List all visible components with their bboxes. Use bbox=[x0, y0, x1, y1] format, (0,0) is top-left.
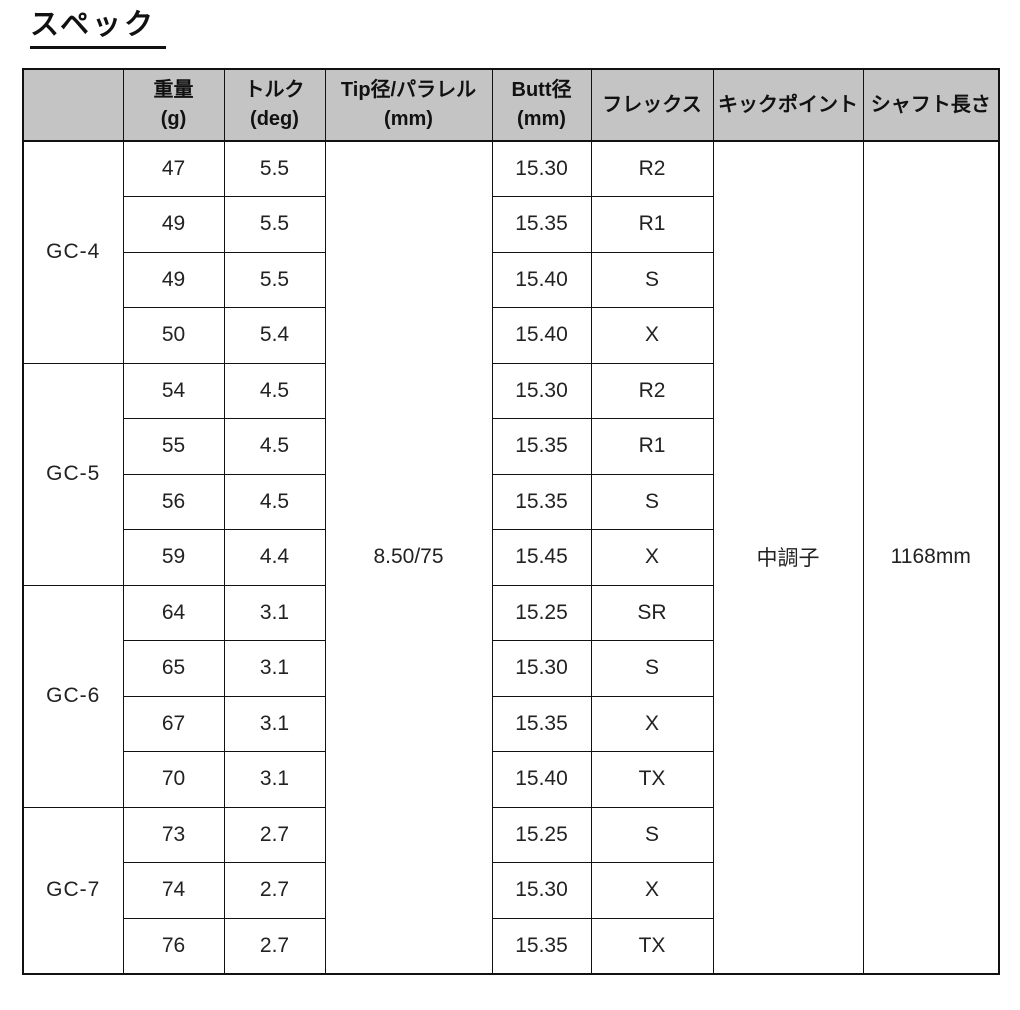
cell-weight: 49 bbox=[122, 196, 225, 253]
spec-table: 重量 (g) トルク (deg) Tip径/パラレル (mm) Butt径 (m… bbox=[22, 68, 1000, 975]
cell-flex: S bbox=[590, 251, 714, 308]
header-weight: 重量 (g) bbox=[122, 68, 225, 142]
table-header-row: 重量 (g) トルク (deg) Tip径/パラレル (mm) Butt径 (m… bbox=[22, 68, 1000, 142]
cell-torque: 2.7 bbox=[223, 862, 326, 919]
header-torque: トルク (deg) bbox=[223, 68, 326, 142]
table-row: 55 4.5 15.35 R1 bbox=[23, 418, 999, 475]
cell-flex: TX bbox=[590, 751, 714, 808]
cell-flex: X bbox=[590, 529, 714, 586]
cell-weight: 55 bbox=[122, 418, 225, 475]
cell-weight: 59 bbox=[122, 529, 225, 586]
table-row: 70 3.1 15.40 TX bbox=[23, 751, 999, 808]
cell-flex: S bbox=[590, 640, 714, 697]
cell-torque: 3.1 bbox=[223, 695, 326, 752]
cell-flex: R1 bbox=[590, 196, 714, 253]
cell-butt: 15.35 bbox=[491, 473, 592, 530]
cell-butt: 15.40 bbox=[491, 251, 592, 308]
header-flex: フレックス bbox=[590, 68, 714, 142]
cell-torque: 3.1 bbox=[223, 584, 326, 641]
cell-weight: 65 bbox=[122, 640, 225, 697]
cell-butt: 15.30 bbox=[491, 362, 592, 419]
cell-butt: 15.35 bbox=[491, 418, 592, 475]
cell-flex: R2 bbox=[590, 362, 714, 419]
cell-butt: 15.30 bbox=[491, 862, 592, 919]
cell-butt: 15.35 bbox=[491, 695, 592, 752]
cell-butt: 15.30 bbox=[491, 640, 592, 697]
cell-weight: 70 bbox=[122, 751, 225, 808]
cell-weight: 56 bbox=[122, 473, 225, 530]
merged-shaft-length-cell: 1168mm bbox=[862, 140, 1000, 974]
table-row: 59 4.4 15.45 X bbox=[23, 529, 999, 586]
cell-butt: 15.25 bbox=[491, 806, 592, 863]
header-shaft-length: シャフト長さ bbox=[862, 68, 1000, 142]
cell-torque: 2.7 bbox=[223, 917, 326, 974]
cell-weight: 74 bbox=[122, 862, 225, 919]
cell-flex: S bbox=[590, 473, 714, 530]
cell-weight: 73 bbox=[122, 806, 225, 863]
table-row: 50 5.4 15.40 X bbox=[23, 307, 999, 364]
cell-flex: X bbox=[590, 307, 714, 364]
table-row: GC-5 54 4.5 15.30 R2 bbox=[22, 362, 999, 586]
cell-butt: 15.35 bbox=[491, 917, 592, 974]
table-row: 76 2.7 15.35 TX bbox=[23, 917, 999, 974]
cell-butt: 15.45 bbox=[491, 529, 592, 586]
cell-torque: 3.1 bbox=[223, 640, 326, 697]
group-label-gc7: GC-7 bbox=[22, 806, 124, 974]
group-label-gc5: GC-5 bbox=[22, 362, 124, 586]
cell-weight: 64 bbox=[122, 584, 225, 641]
cell-flex: R1 bbox=[590, 418, 714, 475]
merged-tip-diameter-cell: 8.50/75 bbox=[324, 140, 493, 974]
table-row: 49 5.5 15.40 S bbox=[23, 251, 999, 308]
table-row: GC-4 47 5.5 8.50/75 15.30 R2 中調子 1168mm bbox=[22, 140, 1000, 974]
cell-torque: 2.7 bbox=[223, 806, 326, 863]
cell-weight: 67 bbox=[122, 695, 225, 752]
cell-weight: 50 bbox=[122, 307, 225, 364]
cell-butt: 15.40 bbox=[491, 307, 592, 364]
cell-torque: 4.5 bbox=[223, 473, 326, 530]
cell-flex: TX bbox=[590, 917, 714, 974]
cell-flex: S bbox=[590, 806, 714, 863]
cell-butt: 15.25 bbox=[491, 584, 592, 641]
cell-torque: 5.4 bbox=[223, 307, 326, 364]
table-row: 74 2.7 15.30 X bbox=[23, 862, 999, 919]
table-row: GC-7 73 2.7 15.25 S bbox=[22, 806, 999, 974]
cell-flex: SR bbox=[590, 584, 714, 641]
cell-flex: R2 bbox=[590, 140, 714, 197]
cell-butt: 15.30 bbox=[491, 140, 592, 197]
merged-kick-point-cell: 中調子 bbox=[712, 140, 864, 974]
cell-weight: 49 bbox=[122, 251, 225, 308]
header-empty bbox=[22, 68, 124, 142]
cell-flex: X bbox=[590, 695, 714, 752]
cell-torque: 5.5 bbox=[223, 140, 326, 197]
cell-weight: 47 bbox=[122, 140, 225, 197]
cell-torque: 4.5 bbox=[223, 418, 326, 475]
cell-torque: 5.5 bbox=[223, 196, 326, 253]
header-butt-diameter: Butt径 (mm) bbox=[491, 68, 592, 142]
group-label-gc6: GC-6 bbox=[22, 584, 124, 808]
table-row: 49 5.5 15.35 R1 bbox=[23, 196, 999, 253]
cell-butt: 15.40 bbox=[491, 751, 592, 808]
table-row: 56 4.5 15.35 S bbox=[23, 473, 999, 530]
cell-flex: X bbox=[590, 862, 714, 919]
table-row: GC-6 64 3.1 15.25 SR bbox=[22, 584, 999, 808]
page-title: スペック bbox=[30, 8, 166, 49]
cell-weight: 76 bbox=[122, 917, 225, 974]
cell-torque: 3.1 bbox=[223, 751, 326, 808]
cell-torque: 4.5 bbox=[223, 362, 326, 419]
cell-torque: 5.5 bbox=[223, 251, 326, 308]
group-label-gc4: GC-4 bbox=[22, 140, 124, 364]
cell-weight: 54 bbox=[122, 362, 225, 419]
cell-butt: 15.35 bbox=[491, 196, 592, 253]
table-row: 65 3.1 15.30 S bbox=[23, 640, 999, 697]
table-row: 67 3.1 15.35 X bbox=[23, 695, 999, 752]
header-kick-point: キックポイント bbox=[712, 68, 864, 142]
cell-torque: 4.4 bbox=[223, 529, 326, 586]
header-tip-diameter: Tip径/パラレル (mm) bbox=[324, 68, 493, 142]
